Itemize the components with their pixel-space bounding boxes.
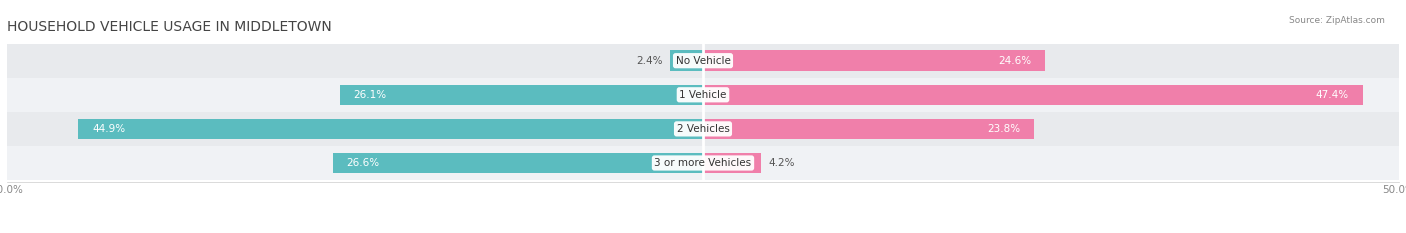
Text: 4.2%: 4.2%: [769, 158, 794, 168]
Bar: [7, 146, 1399, 180]
Bar: [703, 153, 762, 173]
Text: 24.6%: 24.6%: [998, 56, 1032, 66]
Text: 1 Vehicle: 1 Vehicle: [679, 90, 727, 100]
Text: 2.4%: 2.4%: [636, 56, 662, 66]
Bar: [703, 51, 1046, 71]
Text: No Vehicle: No Vehicle: [675, 56, 731, 66]
Text: 26.1%: 26.1%: [354, 90, 387, 100]
Bar: [7, 78, 1399, 112]
Text: 26.6%: 26.6%: [347, 158, 380, 168]
Bar: [340, 85, 703, 105]
Bar: [333, 153, 703, 173]
Bar: [7, 44, 1399, 78]
Text: Source: ZipAtlas.com: Source: ZipAtlas.com: [1289, 16, 1385, 25]
Text: 23.8%: 23.8%: [987, 124, 1021, 134]
Bar: [77, 119, 703, 139]
Bar: [669, 51, 703, 71]
Bar: [7, 112, 1399, 146]
Text: HOUSEHOLD VEHICLE USAGE IN MIDDLETOWN: HOUSEHOLD VEHICLE USAGE IN MIDDLETOWN: [7, 20, 332, 34]
Bar: [703, 119, 1035, 139]
Text: 3 or more Vehicles: 3 or more Vehicles: [654, 158, 752, 168]
Text: 44.9%: 44.9%: [91, 124, 125, 134]
Text: 2 Vehicles: 2 Vehicles: [676, 124, 730, 134]
Text: 47.4%: 47.4%: [1316, 90, 1348, 100]
Bar: [703, 85, 1362, 105]
